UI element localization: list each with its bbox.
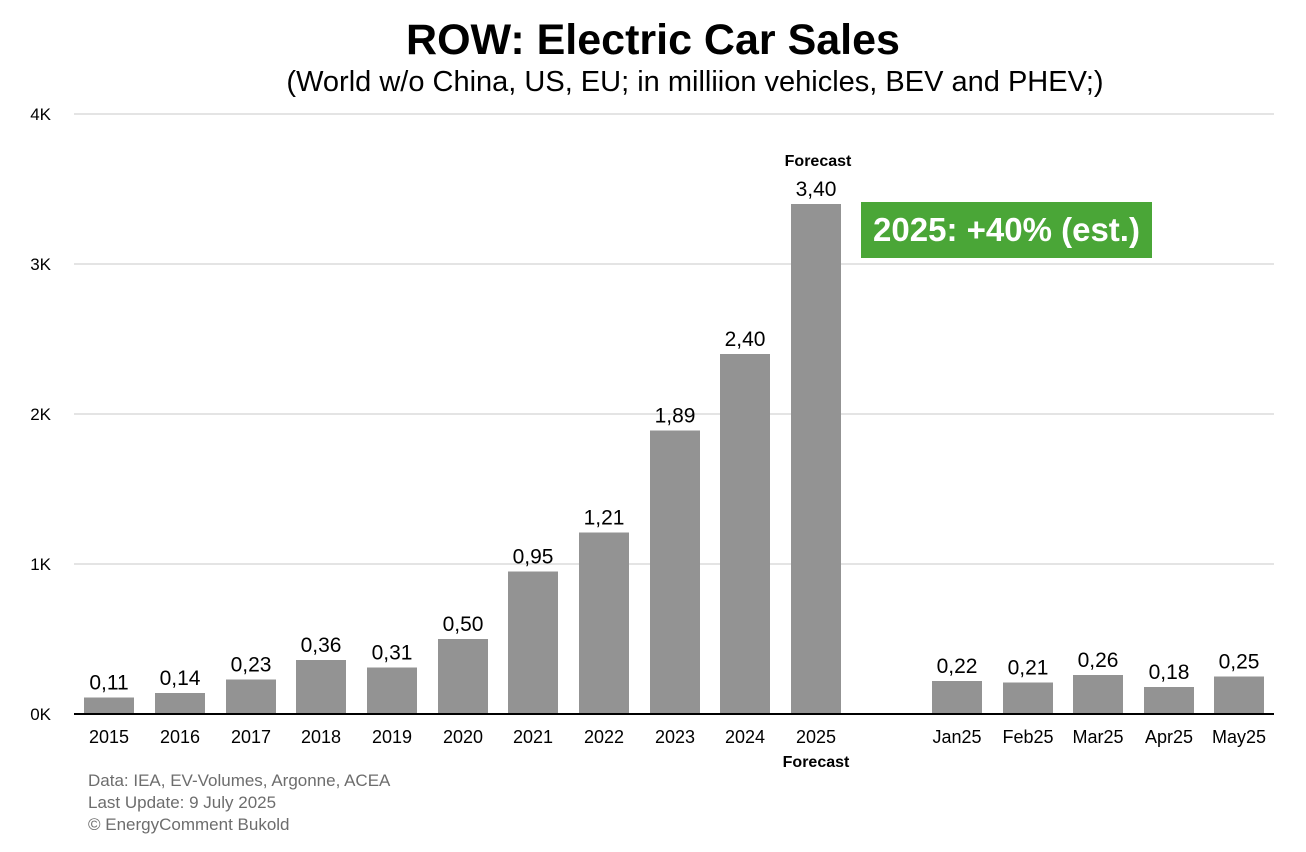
data-label: 0,11 [89, 672, 128, 695]
bar [296, 660, 346, 714]
x-tick-label: 2021 [513, 727, 553, 747]
x-tick-label: 2022 [584, 727, 624, 747]
y-tick-label: 0K [30, 705, 51, 724]
bar [1003, 682, 1053, 714]
chart-subtitle: (World w/o China, US, EU; in milliion ve… [286, 66, 1104, 98]
data-label: 3,40 [796, 178, 837, 201]
bar [650, 430, 700, 714]
data-label: 2,40 [725, 328, 766, 351]
forecast-axis-label: Forecast [783, 754, 850, 771]
x-tick-label: 2020 [443, 727, 483, 747]
data-label: 1,89 [655, 405, 696, 428]
forecast-top-label: Forecast [785, 153, 852, 170]
x-tick-label: 2025 [796, 727, 836, 747]
bar [84, 697, 134, 714]
data-label: 0,21 [1008, 657, 1049, 680]
data-label: 0,95 [513, 546, 554, 569]
footer-data-source: Data: IEA, EV-Volumes, Argonne, ACEA [88, 771, 391, 790]
x-tick-label: 2016 [160, 727, 200, 747]
bar [155, 693, 205, 714]
x-tick-label: Jan25 [932, 727, 981, 747]
x-tick-label: May25 [1212, 727, 1266, 747]
x-tick-label: Mar25 [1072, 727, 1123, 747]
bar [508, 571, 558, 714]
data-label: 1,21 [584, 507, 625, 530]
footer-last-update: Last Update: 9 July 2025 [88, 793, 277, 812]
bar [579, 532, 629, 714]
data-label: 0,31 [372, 642, 413, 665]
source-footer: Data: IEA, EV-Volumes, Argonne, ACEA Las… [88, 770, 390, 836]
bar [932, 681, 982, 714]
footer-copyright: © EnergyComment Bukold [88, 815, 290, 834]
y-tick-label: 2K [30, 405, 51, 424]
bar [1214, 676, 1264, 714]
data-label: 0,36 [301, 634, 342, 657]
x-tick-label: Feb25 [1002, 727, 1053, 747]
x-tick-label: 2015 [89, 727, 129, 747]
x-tick-label: Apr25 [1145, 727, 1193, 747]
data-label: 0,50 [443, 613, 484, 636]
data-label: 0,22 [937, 655, 978, 678]
chart-title: ROW: Electric Car Sales [406, 16, 900, 64]
data-label: 0,26 [1078, 649, 1119, 672]
data-label: 0,14 [160, 667, 201, 690]
x-tick-label: 2018 [301, 727, 341, 747]
x-tick-label: 2017 [231, 727, 271, 747]
bar [1144, 687, 1194, 714]
y-tick-label: 1K [30, 555, 51, 574]
data-label: 0,18 [1149, 661, 1190, 684]
bar [438, 639, 488, 714]
x-tick-label: 2019 [372, 727, 412, 747]
bar [720, 354, 770, 714]
data-label: 0,25 [1219, 651, 1260, 674]
bar [226, 679, 276, 714]
data-label: 0,23 [231, 654, 272, 677]
y-tick-label: 3K [30, 255, 51, 274]
bar [1073, 675, 1123, 714]
x-tick-label: 2024 [725, 727, 765, 747]
y-tick-label: 4K [30, 105, 51, 124]
growth-badge: 2025: +40% (est.) [861, 202, 1152, 258]
x-tick-label: 2023 [655, 727, 695, 747]
bar [367, 667, 417, 714]
bar [791, 204, 841, 714]
